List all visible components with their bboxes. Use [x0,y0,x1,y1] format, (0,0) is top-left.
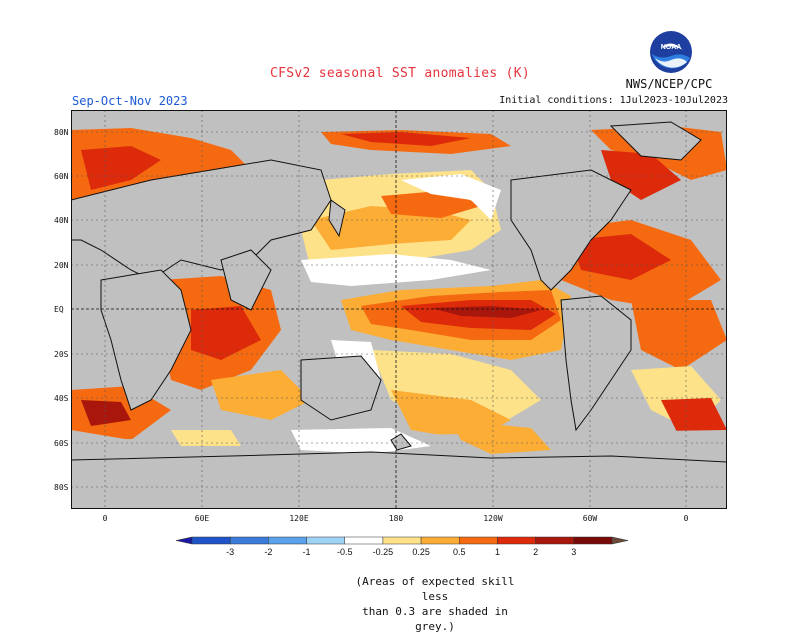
colorbar-tick-label: -0.5 [337,547,353,557]
colorbar-segment [497,536,536,545]
colorbar-arrow-high [611,536,629,545]
colorbar-segment [306,536,345,545]
colorbar-tick-label: 2 [533,547,538,557]
colorbar-segment [382,536,422,545]
lat-label-20s: 20S [54,350,69,359]
skill-note-line-2: than 0.3 are shaded in grey.) [362,605,508,633]
colorbar-segment [420,536,460,545]
colorbar: -3 -2 -1 -0.5 -0.25 0.25 0.5 1 2 3 [175,536,629,557]
south-america-land [560,295,632,432]
africa-land [100,269,192,411]
map-title: CFSv2 seasonal SST anomalies (K) [269,66,531,81]
colorbar-segment [268,536,307,545]
colorbar-segment [229,536,269,545]
equatorial-pacific-anomalies [331,280,571,440]
colorbar-segment [191,536,231,545]
antarctica-land [71,451,727,509]
lon-label-120e: 120E [289,514,309,523]
lon-label-180: 180 [388,514,404,523]
india-land [220,249,272,311]
colorbar-arrow-low [175,536,193,545]
colorbar-tick-label: 0.5 [453,547,466,557]
north-america-land [510,169,632,291]
lat-label-eq: EQ [54,305,64,314]
season-label: Sep-Oct-Nov 2023 [72,94,188,108]
colorbar-segment [344,536,384,545]
colorbar-tick-label: -0.25 [373,547,394,557]
sst-anomaly-map [71,110,727,509]
colorbar-tick-label: -1 [303,547,311,557]
north-pacific-anomalies [301,170,501,286]
agency-label: NWS/NCEP/CPC [625,77,713,91]
colorbar-tick-label: 3 [571,547,576,557]
colorbar-segment [573,536,613,545]
equator-dateline [71,110,727,509]
noaa-logo-icon: NOAA [650,31,692,73]
lat-label-60n: 60N [54,172,69,181]
map-frame [71,110,727,509]
lon-label-120w: 120W [483,514,503,523]
australia-land [300,355,382,421]
graticule [71,110,727,509]
colorbar-tick-label: -3 [226,547,234,557]
lat-label-60s: 60S [54,439,69,448]
lon-label-60w: 60W [582,514,598,523]
colorbar-segment [459,536,498,545]
colorbar-tick-label: -2 [264,547,272,557]
skill-note-line-1: (Areas of expected skill less [355,575,515,603]
greenland-land [609,121,702,161]
colorbar-segment [535,536,575,545]
lat-label-40n: 40N [54,216,69,225]
colorbar-tick-label: 1 [495,547,500,557]
logo-text: NOAA [661,44,682,51]
lat-label-20n: 20N [54,261,69,270]
lon-label-0: 0 [102,514,108,523]
lat-label-80s: 80S [54,483,69,492]
lat-label-40s: 40S [54,394,69,403]
japan-land [328,199,346,238]
lon-label-0-east: 0 [683,514,689,523]
lat-label-80n: 80N [54,128,69,137]
skill-note: (Areas of expected skill less than 0.3 a… [340,574,530,634]
colorbar-tick-label: 0.25 [412,547,430,557]
lon-label-60e: 60E [194,514,210,523]
initial-conditions-label: Initial conditions: 1Jul2023-10Jul2023 [499,95,728,106]
